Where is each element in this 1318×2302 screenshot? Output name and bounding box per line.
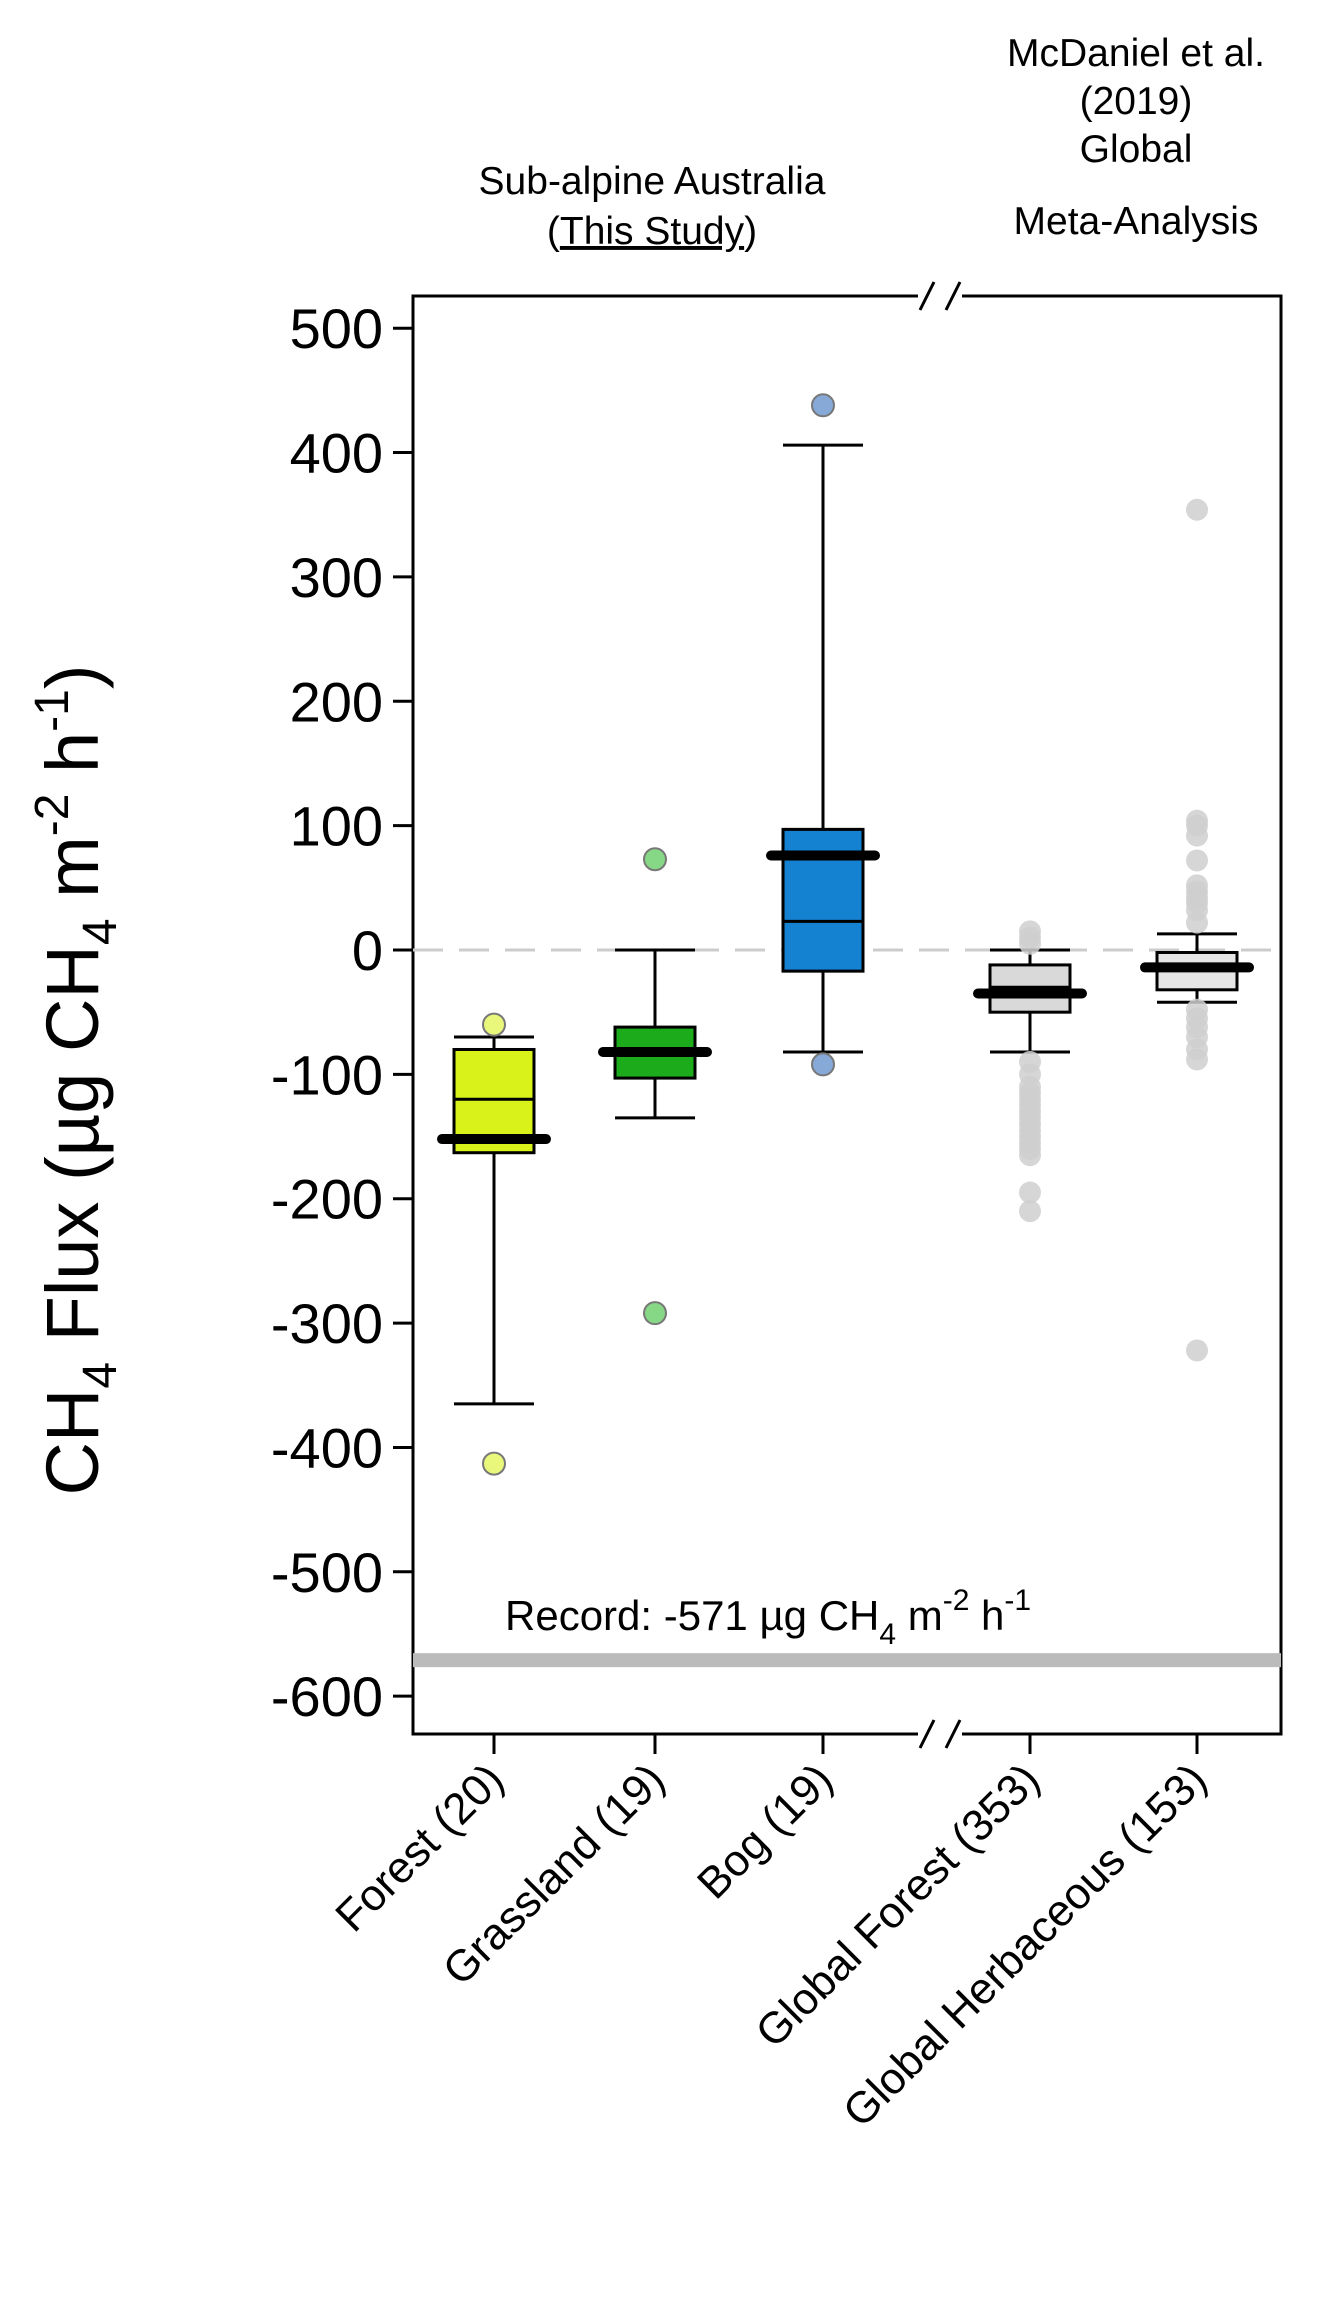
box-bog-19 <box>766 393 880 1077</box>
global-header-line-3: Global <box>1080 128 1193 171</box>
y-tick-label: -300 <box>271 1292 383 1355</box>
axis-break-slash-a-0 <box>918 281 936 311</box>
outlier-point <box>1019 1200 1041 1223</box>
outlier-point <box>643 847 667 872</box>
outlier-point <box>482 1012 506 1037</box>
y-tick-label: -400 <box>271 1416 383 1479</box>
outlier-point <box>811 393 835 418</box>
plot-area: 500 400 300 200 100 0 -100 -200 -300 -400 -500 -600… <box>271 281 1283 2137</box>
y-tick-label: 200 <box>290 670 383 733</box>
outlier-point <box>1019 932 1041 955</box>
outlier-point <box>482 1451 506 1476</box>
y-tick-label: -200 <box>271 1168 383 1231</box>
record-label: Record: -571 µg CH4 m-2 h-1 <box>505 1584 1031 1651</box>
y-tick-label: 300 <box>290 546 383 609</box>
box-grassland-19 <box>598 847 712 1326</box>
outlier-point <box>1186 1339 1208 1362</box>
axis-break-slash-b-0 <box>944 281 962 311</box>
y-tick-label: -500 <box>271 1541 383 1604</box>
outlier-point <box>1186 824 1208 847</box>
outlier-point <box>1019 1144 1041 1167</box>
plot-frame <box>411 294 1283 1736</box>
outlier-point <box>811 1052 835 1077</box>
y-axis-label: CH4 Flux (µg CH4 m-2 h-1) <box>26 664 127 1495</box>
box-global-herbaceous-153 <box>1140 498 1254 1362</box>
outlier-point <box>1186 849 1208 872</box>
outlier-point <box>643 1301 667 1326</box>
global-header-line-4: Meta-Analysis <box>1014 200 1259 243</box>
y-tick-label: -600 <box>271 1665 383 1728</box>
x-category-label: Bog (19) <box>688 1754 842 1908</box>
y-tick-label: 100 <box>290 795 383 858</box>
svg-text:CH4 Flux (µg CH4 m-2 h-1): CH4 Flux (µg CH4 m-2 h-1) <box>26 664 127 1495</box>
box-global-forest-353 <box>973 920 1087 1223</box>
this-study-subheader: (This Study) <box>547 210 757 253</box>
y-tick-label: 0 <box>352 919 383 982</box>
this-study-link: This Study <box>560 210 745 253</box>
axis-break-slash-b-1 <box>944 1719 962 1749</box>
axis-break-slash-a-1 <box>918 1719 936 1749</box>
y-tick-label: 400 <box>290 422 383 485</box>
box-forest-20 <box>437 1012 551 1476</box>
outlier-point <box>1186 1048 1208 1071</box>
outlier-point <box>1019 1181 1041 1204</box>
y-tick-label: 500 <box>290 297 383 360</box>
this-study-header: Sub-alpine Australia <box>479 160 826 203</box>
outlier-point <box>1186 498 1208 521</box>
global-header-line-1: McDaniel et al. <box>1007 32 1265 75</box>
y-tick-label: -100 <box>271 1043 383 1106</box>
global-header-line-2: (2019) <box>1080 80 1193 123</box>
outlier-point <box>1186 911 1208 934</box>
